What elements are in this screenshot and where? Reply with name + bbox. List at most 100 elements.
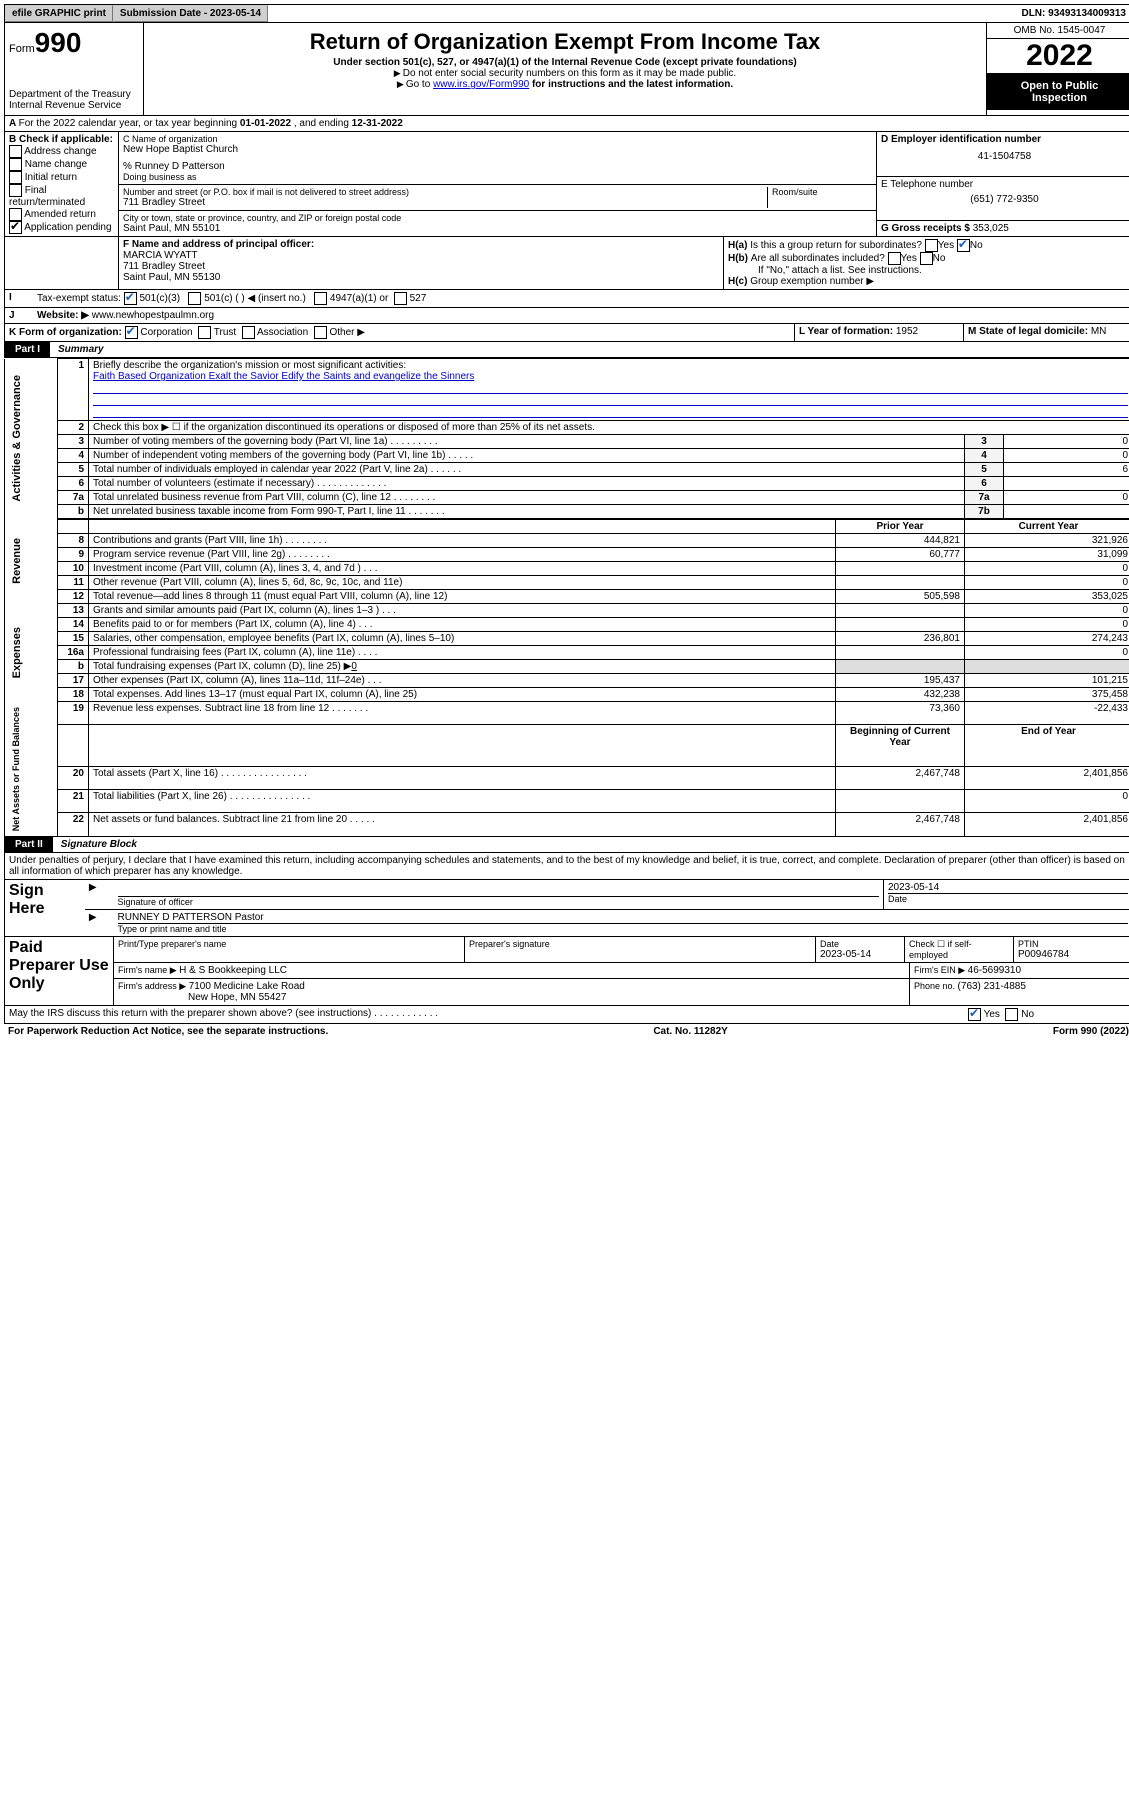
- l20-c: 2,401,856: [965, 766, 1129, 789]
- note-link: Go to www.irs.gov/Form990 for instructio…: [148, 79, 982, 90]
- firm-name-label: Firm's name ▶: [118, 965, 179, 975]
- efile-print-button[interactable]: efile GRAPHIC print: [5, 5, 113, 22]
- l4-no: 4: [965, 449, 1004, 463]
- chk-other[interactable]: [314, 326, 327, 339]
- side-expenses: Expenses: [9, 623, 25, 682]
- l22-c: 2,401,856: [965, 813, 1129, 836]
- l14-p: [836, 618, 965, 632]
- l19-c: -22,433: [965, 702, 1129, 725]
- firm-ein-label: Firm's EIN ▶: [914, 965, 968, 975]
- gross-receipts: 353,025: [973, 223, 1009, 234]
- g-label: G Gross receipts $: [881, 223, 973, 234]
- hc-label: Group exemption number ▶: [750, 276, 874, 287]
- line-a: A For the 2022 calendar year, or tax yea…: [4, 116, 1129, 132]
- ptin: P00946784: [1018, 949, 1128, 960]
- q1-label: Briefly describe the organization's miss…: [93, 360, 406, 371]
- boy-hdr: Beginning of Current Year: [836, 725, 965, 767]
- officer-name: MARCIA WYATT: [123, 250, 719, 261]
- submission-date-button[interactable]: Submission Date - 2023-05-14: [113, 5, 268, 22]
- l16b-desc: Total fundraising expenses (Part IX, col…: [89, 660, 836, 674]
- chk-amended[interactable]: Amended return: [9, 208, 114, 221]
- firm-name: H & S Bookkeeping LLC: [179, 965, 287, 976]
- pt-date: 2023-05-14: [820, 949, 900, 960]
- prior-year-hdr: Prior Year: [836, 519, 965, 534]
- firm-phone-label: Phone no.: [914, 981, 958, 991]
- i-label: Tax-exempt status:: [37, 293, 121, 304]
- chk-4947[interactable]: [314, 292, 327, 305]
- l6-no: 6: [965, 477, 1004, 491]
- side-activities: Activities & Governance: [9, 371, 25, 506]
- chk-app-pending[interactable]: Application pending: [9, 221, 114, 234]
- chk-527[interactable]: [394, 292, 407, 305]
- chk-name-change[interactable]: Name change: [9, 158, 114, 171]
- l9-p: 60,777: [836, 548, 965, 562]
- m-label: M State of legal domicile:: [968, 326, 1091, 337]
- irs-label: Internal Revenue Service: [9, 100, 139, 111]
- l13-desc: Grants and similar amounts paid (Part IX…: [89, 604, 836, 618]
- website[interactable]: www.newhopestpaulmn.org: [92, 310, 214, 321]
- chk-assoc[interactable]: [242, 326, 255, 339]
- officer-addr2: Saint Paul, MN 55130: [123, 272, 719, 283]
- l17-desc: Other expenses (Part IX, column (A), lin…: [89, 674, 836, 688]
- l21-p: [836, 790, 965, 813]
- l8-c: 321,926: [965, 534, 1129, 548]
- chk-trust[interactable]: [198, 326, 211, 339]
- ha-no[interactable]: [957, 239, 970, 252]
- may-irs-row: May the IRS discuss this return with the…: [4, 1006, 1129, 1024]
- l9-c: 31,099: [965, 548, 1129, 562]
- l18-p: 432,238: [836, 688, 965, 702]
- l5-no: 5: [965, 463, 1004, 477]
- chk-address-change[interactable]: Address change: [9, 145, 114, 158]
- pt-date-label: Date: [820, 939, 900, 949]
- chk-501c3[interactable]: [124, 292, 137, 305]
- sig-date: 2023-05-14: [888, 882, 1128, 893]
- l3-no: 3: [965, 435, 1004, 449]
- l15-desc: Salaries, other compensation, employee b…: [89, 632, 836, 646]
- l10-p: [836, 562, 965, 576]
- hb-note: If "No," attach a list. See instructions…: [758, 265, 1128, 276]
- l4-desc: Number of independent voting members of …: [89, 449, 965, 463]
- l7b-val: [1004, 505, 1129, 520]
- pt-sig-label: Preparer's signature: [465, 937, 816, 962]
- current-year-hdr: Current Year: [965, 519, 1129, 534]
- l10-desc: Investment income (Part VIII, column (A)…: [89, 562, 836, 576]
- d-label: D Employer identification number: [881, 134, 1128, 145]
- firm-addr-label: Firm's address ▶: [118, 981, 189, 991]
- b-label: B Check if applicable:: [9, 134, 114, 145]
- signature-table: Sign Here ▶ Signature of officer 2023-05…: [4, 879, 1129, 1006]
- part2-header: Part II Signature Block: [4, 837, 1129, 853]
- may-irs-text: May the IRS discuss this return with the…: [5, 1006, 964, 1023]
- l22-desc: Net assets or fund balances. Subtract li…: [89, 813, 836, 836]
- chk-corp[interactable]: [125, 326, 138, 339]
- ein: 41-1504758: [881, 151, 1128, 162]
- city-label: City or town, state or province, country…: [123, 213, 872, 223]
- state-domicile: MN: [1091, 326, 1107, 337]
- l7b-no: 7b: [965, 505, 1004, 520]
- l5-desc: Total number of individuals employed in …: [89, 463, 965, 477]
- may-irs-yes[interactable]: [968, 1008, 981, 1021]
- l6-desc: Total number of volunteers (estimate if …: [89, 477, 965, 491]
- ha-yes[interactable]: [925, 239, 938, 252]
- chk-501c[interactable]: [188, 292, 201, 305]
- l11-desc: Other revenue (Part VIII, column (A), li…: [89, 576, 836, 590]
- eoy-hdr: End of Year: [965, 725, 1129, 767]
- line-j: J Website: ▶ www.newhopestpaulmn.org: [4, 308, 1129, 324]
- l21-desc: Total liabilities (Part X, line 26) . . …: [89, 790, 836, 813]
- ha-label: Is this a group return for subordinates?: [750, 240, 922, 251]
- hb-no[interactable]: [920, 252, 933, 265]
- firm-addr2: New Hope, MN 55427: [188, 992, 286, 1003]
- side-revenue: Revenue: [9, 534, 25, 588]
- name-title-label: Type or print name and title: [118, 923, 1129, 934]
- pt-check-label: Check ☐ if self-employed: [905, 937, 1014, 962]
- footer-mid: Cat. No. 11282Y: [653, 1026, 727, 1037]
- l16a-p: [836, 646, 965, 660]
- hb-yes[interactable]: [888, 252, 901, 265]
- date-label: Date: [888, 893, 1128, 904]
- officer-addr1: 711 Bradley Street: [123, 261, 719, 272]
- irs-gov-link[interactable]: www.irs.gov/Form990: [433, 79, 529, 90]
- line-i: I Tax-exempt status: 501(c)(3) 501(c) ( …: [4, 290, 1129, 308]
- chk-final-return[interactable]: Final return/terminated: [9, 184, 114, 208]
- dept-treasury: Department of the Treasury: [9, 89, 139, 100]
- chk-initial-return[interactable]: Initial return: [9, 171, 114, 184]
- may-irs-no[interactable]: [1005, 1008, 1018, 1021]
